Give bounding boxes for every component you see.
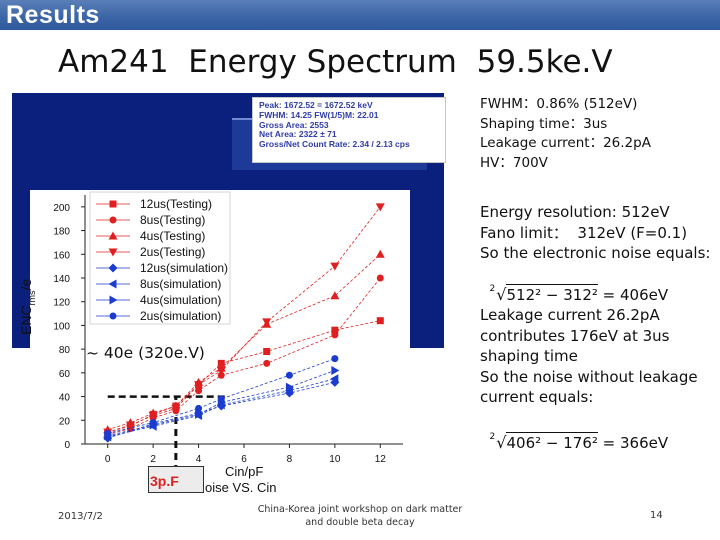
info-fwhm: FWHM：0.86% (512eV) [480,96,638,112]
leak-line-2: contributes 176eV at 3us [480,326,670,345]
capacitance-marker-box [148,466,204,493]
spectrum-peak-popup: Peak: 1672.52 = 1672.52 keV FWHM: 14.25 … [252,97,446,163]
slide-title: Am241 Energy Spectrum 59.5ke.V [58,44,613,80]
y-title-sub: rms [26,290,37,306]
info-shaping: Shaping time：3us [480,115,608,132]
eq2-root-index: 2 [489,432,496,442]
y-title-main: ENC [18,305,34,335]
leak-line-3: shaping time [480,347,578,365]
eq1-root-index: 2 [489,284,496,294]
noise-chart-background [30,190,410,472]
popup-line: Gross/Net Count Rate: 2.34 / 2.13 cps [259,139,410,150]
capacitance-marker-label: 3p.F [150,473,179,489]
leak-line-1: Leakage current 26.2pA [480,306,660,324]
popup-line: Peak: 1672.52 = 1672.52 keV [259,100,373,110]
eq2-radicand: 406² − 176² [506,432,598,452]
footer-event: China-Korea joint workshop on dark matte… [250,503,470,529]
calc-so-line: So the electronic noise equals: [480,244,711,262]
chart-y-axis-title: ENCrms/e [18,279,37,335]
equation-electronic-noise: 2√512² − 312² = 406eV [480,266,668,304]
footer-page-number: 14 [650,510,663,521]
eq1-radicand: 512² − 312² [506,284,598,304]
radical-icon: √ [496,433,507,452]
calc-energy-resolution: Energy resolution: 512eV [480,203,670,221]
radical-icon: √ [496,285,507,304]
chart-annotation: ~ 40e (320e.V) [86,344,205,362]
noise-calculation: Energy resolution: 512eV Fano limit： 312… [480,202,710,264]
chart-title-fragment: oise VS. Cin [205,480,277,495]
popup-line: Net Area: 2322 ± 71 [259,129,337,140]
chart-x-axis-title: Cin/pF [225,464,264,479]
info-leakage: Leakage current：26.2pA [480,135,651,151]
calc-fano-limit: Fano limit： 312eV (F=0.1) [480,223,688,242]
eq1-result: = 406eV [597,286,669,304]
footer-event-line1: China-Korea joint workshop on dark matte… [257,504,463,515]
equation-noise-without-leakage: 2√406² − 176² = 366eV [480,414,668,452]
leak-line-4: So the noise without leakage [480,367,698,386]
popup-line: Gross Area: 2553 [259,119,329,130]
leak-line-5: current equals: [480,388,594,406]
footer-event-line2: and double beta decay [305,517,415,528]
popup-line: FWHM: 14.25 FW(1/5)M: 22.01 [259,109,379,120]
footer-date: 2013/7/2 [58,511,103,522]
info-hv: HV：700V [480,154,548,171]
header-bar: Results [0,0,720,30]
y-title-tail: /e [18,278,34,291]
measurement-info: FWHM：0.86% (512eV) Shaping time：3us Leak… [480,95,651,173]
leakage-text: Leakage current 26.2pA contributes 176eV… [480,305,698,408]
header-label: Results [6,1,100,29]
eq2-result: = 366eV [597,434,669,452]
